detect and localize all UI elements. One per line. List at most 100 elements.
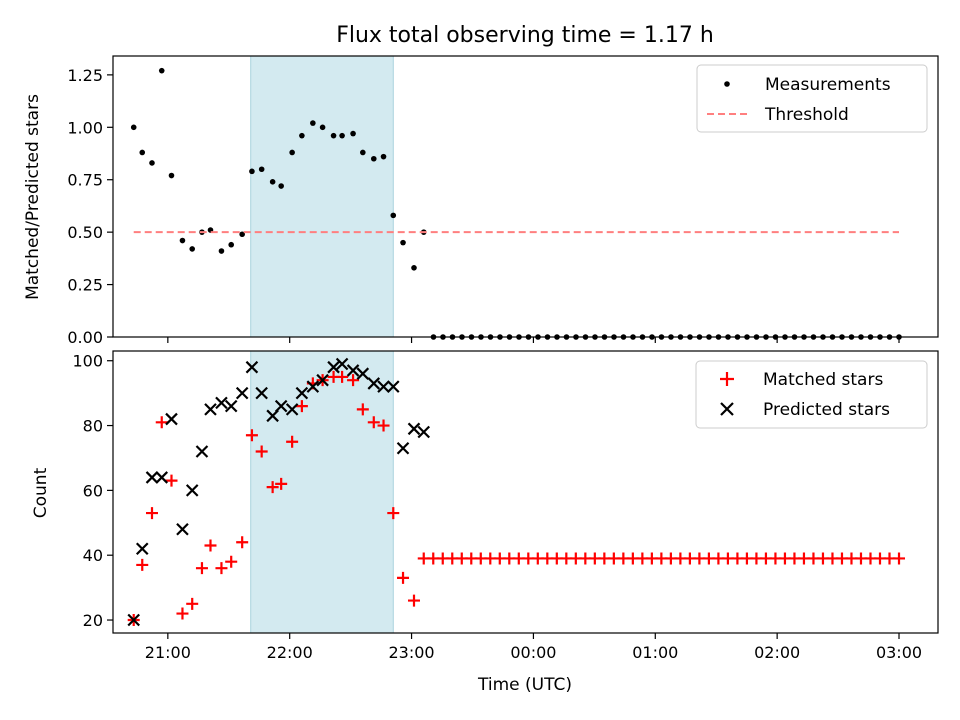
predicted-star-point [316,373,329,387]
measurement-point [319,124,326,131]
x-tick-label: 03:00 [876,643,922,662]
predicted-star-point [396,441,410,455]
matched-star-point [377,419,390,432]
measurement-point [179,237,186,244]
predicted-star-point [367,377,381,390]
predicted-star-point [285,403,299,416]
matched-star-point [195,562,208,575]
predicted-star-point [377,380,390,393]
matched-star-point [245,429,258,442]
predicted-star-point [176,522,189,536]
matched-star-point [367,416,380,429]
legend-predicted-marker [720,402,734,416]
chart-title: Flux total observing time = 1.17 h [336,23,714,48]
predicted-star-point [356,367,370,380]
ratio-panel-frame [112,55,939,338]
count-panel-legend: Matched stars Predicted stars [695,360,928,429]
ratio-panel-marks [130,67,902,340]
matched-star-point [387,507,400,520]
y-tick-label: 100 [72,352,103,371]
predicted-star-point [346,364,360,377]
measurement-point [380,153,387,160]
measurement-point [158,67,165,74]
x-tick-label: 02:00 [754,643,800,662]
measurement-point [130,124,137,131]
matched-star-point [145,507,158,520]
matched-star-point [204,539,217,552]
measurement-point [330,132,337,139]
measurement-point [149,160,155,166]
y-tick-label: 20 [83,611,103,630]
measurement-point [139,149,146,156]
matched-star-point [893,552,906,565]
ratio-panel-x-ticks [167,337,900,343]
matched-star-point [165,474,178,487]
predicted-star-point [327,360,340,374]
predicted-star-point [145,471,159,484]
ratio-panel-y-ticks: 0.00 0.25 0.50 0.75 1.00 1.25 [67,66,113,347]
count-panel-y-ticks: 20 40 60 80 100 [72,352,113,630]
predicted-star-point [155,471,169,484]
matched-star-point [225,555,238,568]
y-tick-label: 0.25 [67,276,103,295]
predicted-star-point [204,403,217,416]
predicted-star-point [417,425,431,439]
matched-star-point [215,562,228,575]
count-panel-shaded-span [250,350,394,634]
matched-star-point [155,416,168,429]
legend-frame [696,64,928,133]
measurement-point [218,248,225,254]
measurement-point [310,120,316,126]
count-panel: 20 40 60 80 100 21:00 22:00 23:00 00:00 01:00 02:… [31,350,939,662]
predicted-star-point [274,399,288,413]
legend-frame [695,360,928,429]
ratio-panel-ylabel: Matched/Predicted stars [23,94,43,300]
matched-star-point [397,571,410,584]
matched-star-point [336,370,349,383]
matched-star-point [186,597,199,610]
ratio-panel: 0.00 0.25 0.50 0.75 1.00 1.25 Matched/Predict… [23,55,939,347]
y-tick-label: 1.00 [67,118,103,137]
measurement-point [360,149,366,156]
measurement-point [370,155,377,162]
predicted-star-point [135,542,149,556]
legend-measurements-label: Measurements [765,75,891,95]
x-axis-label: Time (UTC) [477,675,572,695]
y-tick-label: 60 [83,481,103,500]
predicted-star-point [335,357,349,371]
ratio-panel-shaded-span [250,55,394,338]
predicted-star-point [224,399,238,413]
x-tick-label: 01:00 [632,643,678,662]
count-panel-frame [112,350,939,634]
legend-threshold-label: Threshold [764,105,849,125]
count-panel-ylabel: Count [31,467,51,518]
matched-star-point [286,435,299,448]
measurement-point [189,246,196,252]
y-tick-label: 40 [83,546,103,565]
predicted-star-point [195,445,209,458]
y-tick-label: 1.25 [67,66,103,85]
measurement-point [339,132,345,139]
measurement-point [350,130,356,137]
matched-star-point [356,403,369,416]
matched-star-point [275,477,288,490]
y-tick-label: 0.75 [67,171,103,190]
predicted-star-point [215,396,228,410]
x-tick-label: 00:00 [510,643,556,662]
measurement-point [258,166,265,173]
measurement-point [411,264,417,271]
predicted-star-point [235,386,249,400]
x-tick-label: 21:00 [145,643,191,662]
matched-star-point [295,400,308,413]
measurement-point [239,231,245,238]
predicted-star-point [185,484,199,497]
predicted-star-point [255,386,268,400]
measurement-point [278,183,284,189]
y-tick-label: 80 [83,417,103,436]
matched-star-point [407,594,420,607]
matched-star-point [176,607,189,620]
matched-star-point [136,558,149,571]
count-panel-marks [127,357,906,627]
predicted-star-point [165,412,178,426]
